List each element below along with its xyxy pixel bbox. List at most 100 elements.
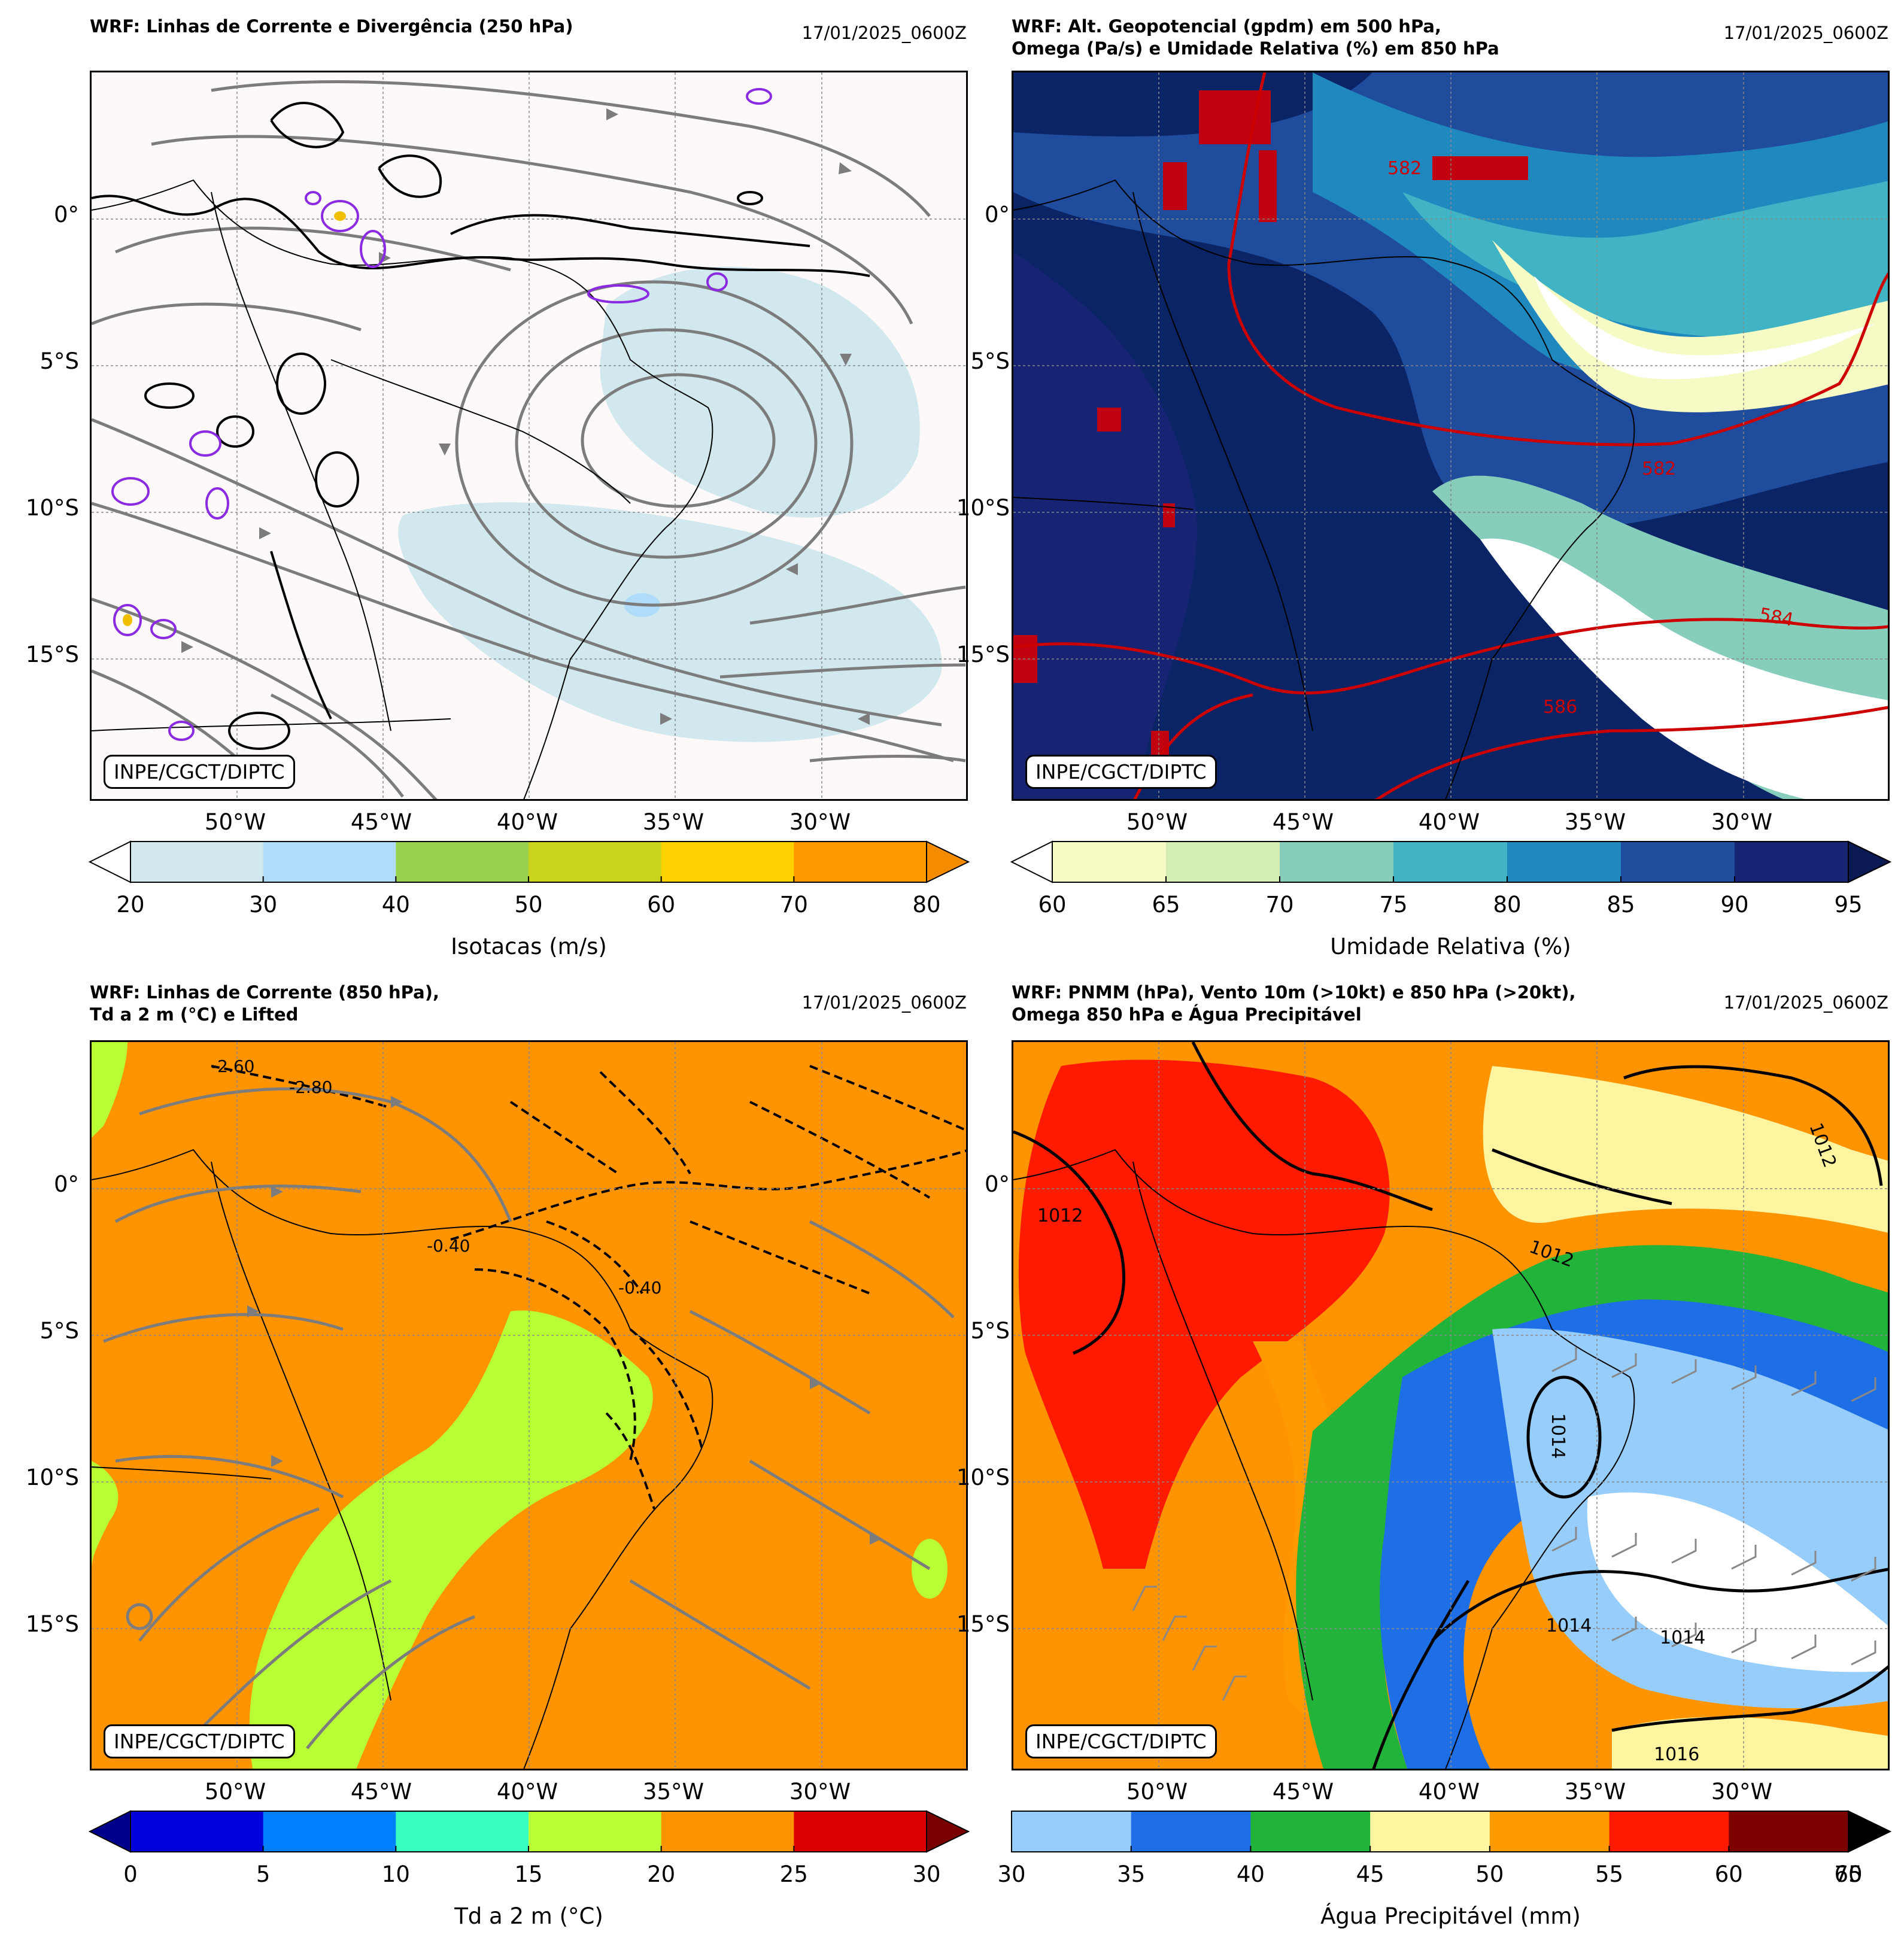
coastline [92, 1149, 713, 1769]
colorbar [1010, 840, 1891, 883]
map-canvas: 1012 1012 1014 1014 1014 1016 1012 [1013, 1042, 1888, 1769]
colorbar-under-extend [89, 840, 131, 883]
dewpoint-fill-15-20-interior [249, 1310, 653, 1769]
map-canvas: -2.60 -2.80 -0.40 -0.40 [92, 1042, 966, 1769]
lon-label: 50°W [204, 809, 266, 835]
contour-label: 582 [1642, 458, 1676, 479]
colorbar-tick-label: 70 [1834, 1861, 1863, 1887]
lon-label: 30°W [1711, 809, 1773, 835]
colorbar-tick-label: 30 [249, 892, 278, 918]
colorbar-label: Água Precipitável (mm) [1320, 1903, 1581, 1929]
contour-label: 1014 [1660, 1627, 1705, 1648]
colorbar-segment [263, 842, 396, 882]
contour-label: 582 [1387, 158, 1422, 179]
colorbar-tick-label: 70 [779, 892, 808, 918]
colorbar-tick-label: 70 [1265, 892, 1294, 918]
colorbar-tick-label: 15 [514, 1861, 543, 1887]
lon-label: 40°W [1418, 1779, 1480, 1805]
colorbar-under-extend [1010, 840, 1053, 883]
lon-label: 30°W [1711, 1779, 1773, 1805]
lat-label: 5°S [40, 1318, 79, 1344]
coastline [92, 179, 713, 799]
panel-title: WRF: Linhas de Corrente e Divergência (2… [90, 16, 573, 37]
lat-label: 0° [53, 1171, 79, 1197]
contour-label: 586 [1543, 697, 1577, 718]
panel-date: 17/01/2025_0600Z [801, 23, 967, 43]
lat-label: 15°S [25, 642, 79, 667]
colorbar-segment [1012, 1811, 1132, 1852]
pw-fill-under-30 [1587, 1492, 1888, 1672]
lon-label: 45°W [350, 1779, 412, 1805]
colorbar-tick-label: 80 [1493, 892, 1522, 918]
lon-label: 30°W [789, 1779, 851, 1805]
humidity-fill-moist-west [1013, 252, 1197, 799]
lat-label: 10°S [25, 1465, 79, 1490]
colorbar-tick-label: 95 [1834, 892, 1863, 918]
panel-date: 17/01/2025_0600Z [1723, 23, 1888, 43]
contour-label: 1016 [1654, 1744, 1699, 1765]
colorbar-segment [1280, 842, 1394, 882]
colorbar-tick-label: 60 [1038, 892, 1067, 918]
lat-label: 5°S [40, 348, 79, 374]
lon-label: 50°W [1126, 809, 1188, 835]
colorbar-label: Umidade Relativa (%) [1330, 934, 1571, 959]
credit-box: INPE/CGCT/DIPTC [1025, 1724, 1217, 1758]
colorbar-tick-label: 75 [1379, 892, 1408, 918]
panel-geopotential-humidity: WRF: Alt. Geopotencial (gpdm) em 500 hPa… [922, 0, 1904, 970]
contour-label: -0.40 [618, 1278, 661, 1298]
graticule [1013, 1042, 1888, 1769]
pw-fill-45-50 [1483, 1066, 1888, 1233]
streamline-arrows [181, 108, 870, 725]
humidity-fill-75 [1402, 181, 1888, 339]
colorbar-under-extend [89, 1810, 131, 1853]
colorbar-label: Td a 2 m (°C) [454, 1903, 603, 1929]
colorbar [89, 1810, 970, 1853]
omega-upward-areas [1013, 90, 1528, 755]
colorbar [89, 840, 970, 883]
colorbar-tick-label: 10 [381, 1861, 410, 1887]
colorbar-segment [1250, 1811, 1371, 1852]
lon-label: 40°W [496, 1779, 558, 1805]
colorbar-tick-label: 90 [1720, 892, 1749, 918]
graticule [92, 72, 966, 799]
colorbar-frame [1052, 841, 1849, 883]
colorbar-segment [1609, 1811, 1729, 1852]
lat-label: 10°S [25, 495, 79, 521]
coastline [1013, 179, 1635, 799]
contour-label: -0.40 [427, 1236, 470, 1256]
colorbar-tick-label: 30 [912, 1861, 941, 1887]
humidity-fill-dry-core [1534, 276, 1875, 379]
isobar-labels: 1012 1012 1014 1014 1014 1016 1012 [1037, 1120, 1840, 1765]
colorbar-segment [794, 842, 927, 882]
credit-box: INPE/CGCT/DIPTC [104, 1724, 295, 1758]
strong-convergence [123, 211, 346, 626]
colorbar-segment [1489, 1811, 1610, 1852]
lat-label: 10°S [956, 495, 1010, 521]
colorbar-tick-label: 5 [256, 1861, 271, 1887]
panel-streamlines-850hpa-dewpoint: WRF: Linhas de Corrente (850 hPa), Td a … [0, 970, 970, 1953]
colorbar-tick-label: 65 [1834, 1861, 1863, 1887]
colorbar-over-extend [1848, 1810, 1891, 1853]
graticule [1013, 72, 1888, 799]
map-canvas: 582 582 584 586 [1013, 72, 1888, 799]
pw-fill-45-50-south [1612, 1717, 1888, 1769]
coastline [1013, 1149, 1635, 1769]
dewpoint-fill-15-20-nw [92, 1042, 127, 1138]
lon-label: 50°W [1126, 1779, 1188, 1805]
lat-label: 15°S [956, 1611, 1010, 1637]
colorbar-segment [1166, 842, 1280, 882]
map-area: 582 582 584 586 INPE/CGCT/DIPTC [1012, 71, 1890, 801]
colorbar-tick-label: 35 [1117, 1861, 1146, 1887]
colorbar-tick-label: 25 [779, 1861, 808, 1887]
colorbar-tick-label: 60 [1714, 1861, 1743, 1887]
colorbar-segment [1370, 1811, 1490, 1852]
colorbar-tick-label: 20 [647, 1861, 676, 1887]
dewpoint-fill-15-20-west [92, 1461, 119, 1569]
colorbar [1011, 1810, 1891, 1853]
lon-label: 40°W [496, 809, 558, 835]
colorbar-over-extend [1848, 840, 1891, 883]
lon-label: 45°W [1272, 1779, 1334, 1805]
colorbar-segment [130, 1811, 264, 1852]
geopotential-contours [1013, 72, 1888, 799]
lon-label: 30°W [789, 809, 851, 835]
